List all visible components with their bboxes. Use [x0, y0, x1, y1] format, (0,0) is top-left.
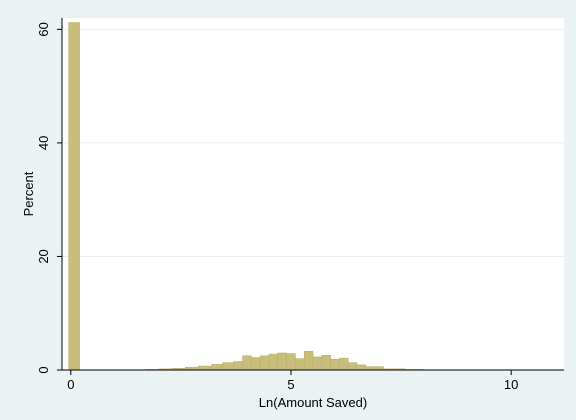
- y-ticks: 0 20 40 60: [36, 22, 62, 374]
- histogram-bar: [286, 353, 296, 371]
- histogram-bar: [312, 356, 323, 371]
- y-tick-label: 60: [36, 22, 51, 36]
- y-tick-label: 20: [36, 249, 51, 263]
- histogram-bar: [303, 351, 314, 371]
- histogram-bar: [259, 355, 270, 371]
- histogram-bar: [339, 357, 349, 371]
- grid-lines: [62, 28, 564, 257]
- x-tick-label: 0: [67, 377, 74, 392]
- histogram-bar: [68, 22, 80, 371]
- histogram-bar: [222, 362, 234, 371]
- histogram-bar: [295, 358, 305, 371]
- histogram-bar: [277, 352, 287, 371]
- x-axis-label: Ln(Amount Saved): [259, 395, 367, 410]
- x-tick-label: 10: [504, 377, 518, 392]
- histogram-bar: [347, 362, 358, 371]
- x-ticks: 0 5 10: [67, 370, 518, 392]
- histogram-bar: [198, 365, 212, 371]
- histogram-bar: [242, 355, 252, 371]
- histogram-bar: [233, 361, 243, 371]
- y-tick-label: 0: [36, 366, 51, 373]
- histogram-bar: [321, 354, 331, 371]
- histogram-bar: [365, 366, 375, 371]
- histogram-bar: [268, 353, 279, 371]
- histogram-bar: [356, 364, 367, 371]
- x-tick-label: 5: [287, 377, 294, 392]
- y-axis-label: Percent: [21, 171, 36, 216]
- histogram-bar: [330, 358, 340, 371]
- histogram-bar: [251, 357, 261, 371]
- histogram-bar: [211, 364, 223, 371]
- histogram-bar: [374, 366, 384, 371]
- plot-area: [62, 18, 564, 370]
- y-tick-label: 40: [36, 136, 51, 150]
